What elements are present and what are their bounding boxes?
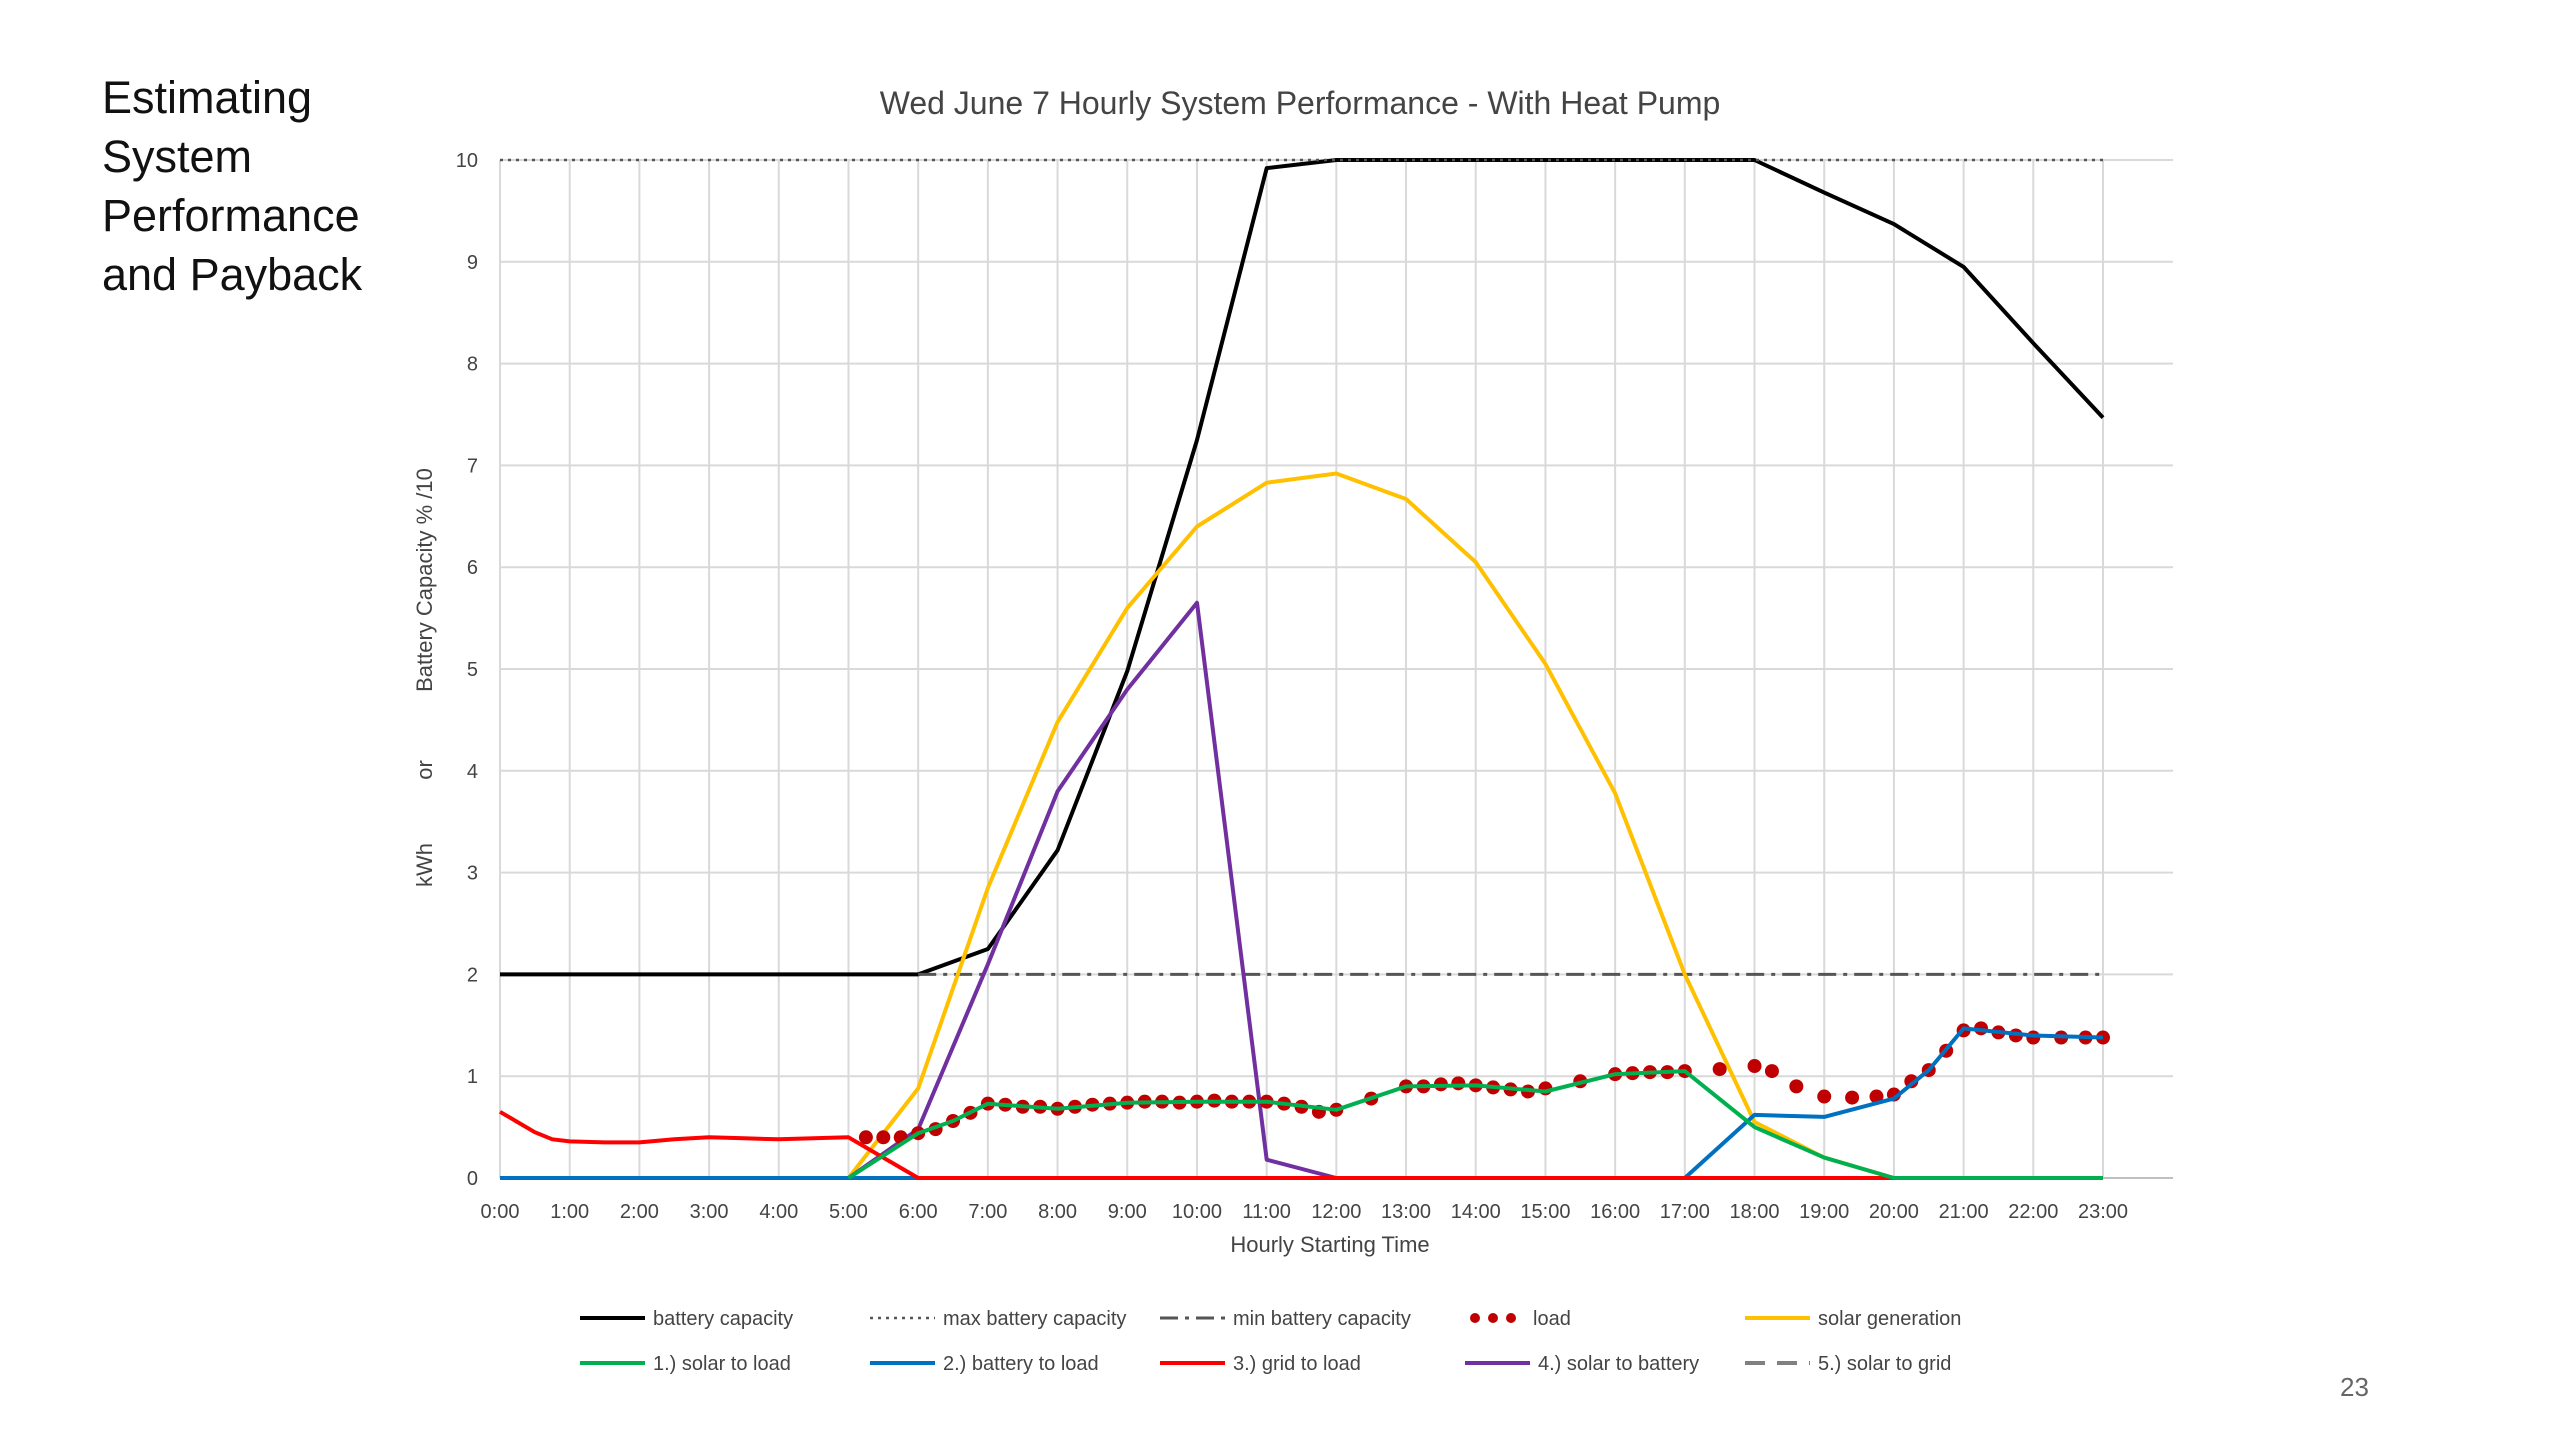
x-axis-title: Hourly Starting Time	[1230, 1232, 1429, 1257]
slide-title-line: Performance	[102, 190, 360, 241]
legend-marker-load	[1506, 1313, 1516, 1323]
data-point-load	[1764, 1064, 1779, 1079]
y-tick-label: 7	[467, 455, 478, 477]
x-tick-label: 7:00	[968, 1201, 1007, 1223]
x-tick-label: 15:00	[1520, 1201, 1570, 1223]
legend-label-2-battery-to-load: 2.) battery to load	[943, 1353, 1099, 1375]
data-point-load	[1817, 1089, 1832, 1104]
x-tick-label: 19:00	[1799, 1201, 1849, 1223]
y-tick-label: 10	[456, 150, 478, 172]
data-point-load	[1712, 1062, 1727, 1077]
data-point-load	[858, 1130, 873, 1145]
y-axis-title-or: or	[412, 760, 437, 780]
grid-lines	[499, 159, 2173, 1179]
x-tick-label: 6:00	[899, 1201, 938, 1223]
y-tick-label: 5	[467, 659, 478, 681]
x-tick-label: 8:00	[1038, 1201, 1077, 1223]
legend-label-solar-generation: solar generation	[1818, 1308, 1961, 1330]
y-tick-label: 2	[467, 964, 478, 986]
x-tick-label: 12:00	[1311, 1201, 1361, 1223]
slide-title-line: Estimating	[102, 72, 313, 123]
slide-title-line: and Payback	[102, 249, 363, 300]
series-group	[498, 158, 2110, 1180]
data-point-load	[1789, 1079, 1804, 1094]
legend-label-3-grid-to-load: 3.) grid to load	[1233, 1353, 1361, 1375]
data-point-load	[1747, 1059, 1762, 1074]
legend-label-min-battery-capacity: min battery capacity	[1233, 1308, 1411, 1330]
series-line-1-solar-to-load	[847, 1069, 2103, 1180]
series-line-4-solar-to-battery	[500, 600, 2103, 1180]
data-point-load	[1869, 1089, 1884, 1104]
y-tick-label: 1	[467, 1066, 478, 1088]
y-tick-label: 3	[467, 863, 478, 885]
legend-label-5-solar-to-grid: 5.) solar to grid	[1818, 1353, 1951, 1375]
y-axis-title: kWh or Battery Capacity % /10	[412, 468, 437, 887]
series-line-3-grid-to-load	[498, 1110, 2103, 1180]
legend-label-battery-capacity: battery capacity	[653, 1308, 793, 1330]
legend-label-1-solar-to-load: 1.) solar to load	[653, 1353, 791, 1375]
page-number: 23	[2340, 1372, 2369, 1402]
x-tick-label: 4:00	[759, 1201, 798, 1223]
x-tick-label: 16:00	[1590, 1201, 1640, 1223]
x-tick-label: 3:00	[690, 1201, 729, 1223]
y-tick-label: 8	[467, 354, 478, 376]
x-tick-label: 0:00	[481, 1201, 520, 1223]
x-tick-label: 14:00	[1451, 1201, 1501, 1223]
x-tick-label: 18:00	[1729, 1201, 1779, 1223]
data-point-load	[876, 1130, 891, 1145]
x-tick-label: 22:00	[2008, 1201, 2058, 1223]
x-tick-label: 5:00	[829, 1201, 868, 1223]
legend-label-load: load	[1533, 1308, 1571, 1330]
x-tick-label: 21:00	[1939, 1201, 1989, 1223]
data-point-load	[1451, 1076, 1466, 1091]
slide-title-line: System	[102, 131, 253, 182]
data-point-load	[1845, 1090, 1860, 1105]
y-tick-label: 6	[467, 557, 478, 579]
x-tick-label: 9:00	[1108, 1201, 1147, 1223]
x-tick-label: 13:00	[1381, 1201, 1431, 1223]
y-tick-label: 0	[467, 1168, 478, 1190]
tick-labels: 0 1 2 3 4 5 6 7 8 9 10 0:00 1:00 2:00 3:00 4:00 5:00 6:00…	[456, 150, 2128, 1223]
series-line-battery-capacity	[500, 158, 2105, 977]
x-tick-label: 1:00	[550, 1201, 589, 1223]
x-tick-label: 20:00	[1869, 1201, 1919, 1223]
legend-marker-load	[1470, 1313, 1480, 1323]
y-axis-title-capacity: Battery Capacity % /10	[412, 468, 437, 692]
chart-title: Wed June 7 Hourly System Performance - W…	[880, 85, 1721, 121]
slide-title: Estimating System Performance and Paybac…	[102, 68, 402, 304]
series-line-2-battery-to-load	[500, 1026, 2104, 1180]
series-load	[858, 1021, 2110, 1145]
x-tick-label: 23:00	[2078, 1201, 2128, 1223]
y-tick-label: 9	[467, 252, 478, 274]
legend-marker-load	[1488, 1313, 1498, 1323]
legend: battery capacity max battery capacity min …	[580, 1308, 1961, 1375]
series-line-solar-generation	[500, 471, 2103, 1180]
x-tick-label: 2:00	[620, 1201, 659, 1223]
x-tick-label: 17:00	[1660, 1201, 1710, 1223]
x-tick-label: 10:00	[1172, 1201, 1222, 1223]
x-tick-label: 11:00	[1242, 1201, 1291, 1223]
legend-label-max-battery-capacity: max battery capacity	[943, 1308, 1126, 1330]
legend-label-4-solar-to-battery: 4.) solar to battery	[1538, 1353, 1699, 1375]
y-axis-title-unit: kWh	[412, 843, 437, 887]
data-point-load	[2096, 1030, 2110, 1045]
y-tick-label: 4	[467, 761, 478, 783]
